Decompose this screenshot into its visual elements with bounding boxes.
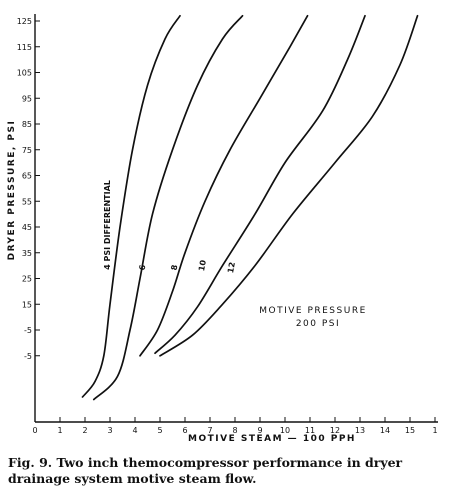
curve-4-psi-differential — [81, 14, 181, 398]
y-tick-label: 45 — [22, 223, 32, 232]
y-tick-label: 35 — [22, 249, 32, 258]
curve-label-10: 10 — [197, 259, 208, 272]
curve-6 — [92, 14, 244, 401]
y-axis-title: DRYER PRESSURE, PSI — [7, 120, 17, 261]
x-tick-label: 12 — [330, 426, 340, 435]
curve-label-6: 6 — [138, 264, 148, 271]
x-tick-label: 10 — [280, 426, 290, 435]
y-tick-label: 115 — [17, 43, 32, 52]
x-tick-label: 8 — [232, 426, 237, 435]
x-tick-label: 5 — [157, 426, 162, 435]
y-ticks: 125 115 105 95 85 75 65 55 45 35 25 15 -5 -5 — [17, 17, 40, 361]
x-tick-label: 2 — [82, 426, 87, 435]
y-tick-label: 55 — [22, 197, 32, 206]
y-tick-label: 15 — [22, 300, 32, 309]
curve-12 — [159, 14, 419, 357]
y-tick-label: 25 — [22, 275, 32, 284]
x-tick-label: 13 — [355, 426, 365, 435]
x-tick-label: 1 — [57, 426, 62, 435]
curve-label-4-psi-differential: 4 PSI DIFFERENTIAL — [103, 180, 112, 270]
curve-8 — [139, 14, 309, 357]
y-tick-label: 95 — [22, 94, 32, 103]
y-tick-label: 65 — [22, 172, 32, 181]
axes — [34, 14, 438, 423]
figure-caption: Fig. 9. Two inch themocompressor perform… — [8, 455, 403, 486]
curve-label-8: 8 — [170, 264, 180, 271]
curve-label-12: 12 — [226, 261, 237, 274]
y-tick-label: 75 — [22, 146, 32, 155]
curve-10 — [154, 14, 366, 355]
x-tick-label: 1 — [432, 426, 437, 435]
motive-pressure-label: MOTIVE PRESSURE — [259, 306, 367, 316]
x-tick-label: 4 — [132, 426, 137, 435]
x-ticks: 0 1 2 3 4 5 6 7 8 9 10 11 12 13 14 15 1 — [32, 417, 438, 435]
y-tick-label: 105 — [17, 69, 32, 78]
y-tick-label: -5 — [24, 352, 32, 361]
motive-pressure-value: 200 PSI — [296, 319, 340, 329]
x-tick-label: 11 — [305, 426, 315, 435]
x-tick-label: 9 — [257, 426, 262, 435]
x-tick-label: 6 — [182, 426, 187, 435]
y-tick-label: 85 — [22, 120, 32, 129]
x-tick-label: 3 — [107, 426, 112, 435]
y-tick-label: -5 — [24, 326, 32, 335]
x-tick-label: 14 — [380, 426, 390, 435]
y-tick-label: 125 — [17, 17, 32, 26]
performance-curves — [81, 14, 419, 401]
x-tick-label: 0 — [32, 426, 37, 435]
x-tick-label: 7 — [207, 426, 212, 435]
x-tick-label: 15 — [405, 426, 415, 435]
x-axis-title: MOTIVE STEAM — 100 PPH — [188, 434, 356, 444]
